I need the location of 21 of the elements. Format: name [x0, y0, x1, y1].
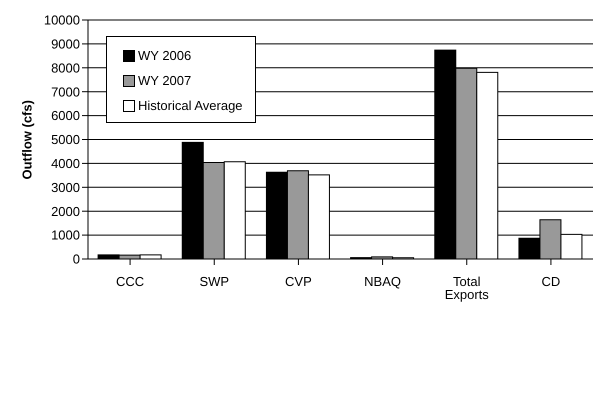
legend-label: WY 2006: [138, 48, 192, 63]
y-tick-label: 1000: [51, 228, 80, 243]
y-tick-label: 8000: [51, 60, 80, 76]
x-tick-label: CCC: [116, 274, 144, 290]
x-tick-label: SWP: [199, 274, 230, 290]
legend-label: WY 2007: [138, 73, 192, 88]
x-tick-label: CD: [542, 274, 560, 290]
y-tick-label: 7000: [51, 84, 80, 100]
y-tick-label: 10000: [44, 12, 80, 28]
y-tick-label: 9000: [51, 36, 80, 52]
y-tick-label: 4000: [51, 156, 80, 172]
x-tick-label: NBAQ: [364, 274, 402, 290]
y-tick-label: 0: [72, 252, 80, 267]
y-tick-label: 2000: [51, 204, 80, 219]
y-axis-title: Outflow (cfs): [20, 100, 35, 180]
y-tick-label: 3000: [51, 180, 80, 195]
y-tick-label: 6000: [51, 108, 80, 124]
x-tick-label: CVP: [285, 274, 312, 290]
x-tick-label: Total Exports: [444, 274, 490, 302]
legend-label: Historical Average: [138, 98, 243, 113]
y-tick-label: 5000: [51, 132, 80, 148]
